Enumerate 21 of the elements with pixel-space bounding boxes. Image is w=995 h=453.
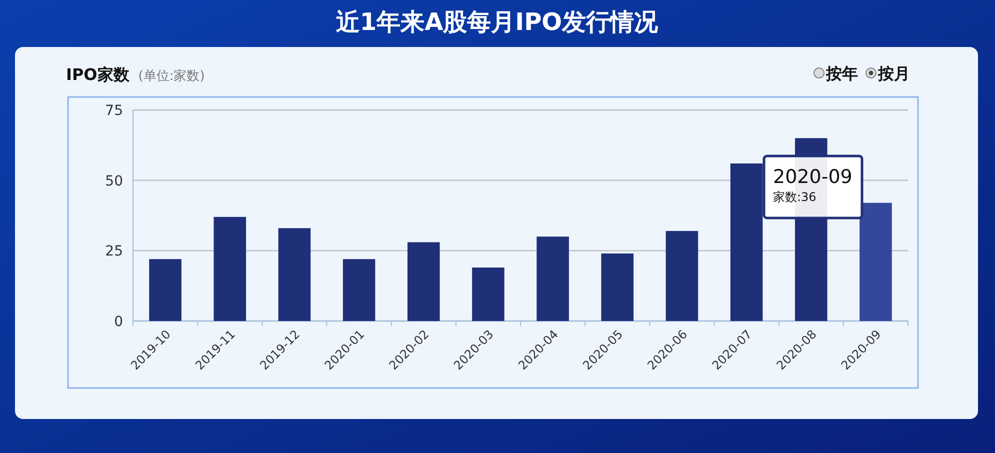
bar [536, 236, 569, 321]
bar [407, 242, 440, 321]
bar [342, 259, 376, 321]
chart-title: 近1年来A股每月IPO发行情况 [336, 8, 660, 36]
bar [666, 230, 698, 321]
bar [214, 216, 246, 321]
y-tick-label: 25 [105, 244, 123, 260]
bar [860, 202, 892, 321]
y-tick-label: 0 [114, 314, 123, 330]
y-tick-label: 50 [105, 173, 123, 190]
annotation: 2020-09 [773, 166, 852, 188]
y-tick-label: 75 [105, 103, 123, 119]
annotation: 家数:36 [773, 190, 816, 204]
bar [601, 253, 634, 321]
bar [278, 228, 311, 321]
bar [472, 268, 504, 321]
text: 按年 [825, 64, 858, 83]
bar [149, 259, 182, 321]
y-axis-title: IPO家数 [66, 65, 130, 84]
chart-subtitle: (单位:家数) [138, 68, 205, 84]
text: 按月 [877, 64, 910, 83]
